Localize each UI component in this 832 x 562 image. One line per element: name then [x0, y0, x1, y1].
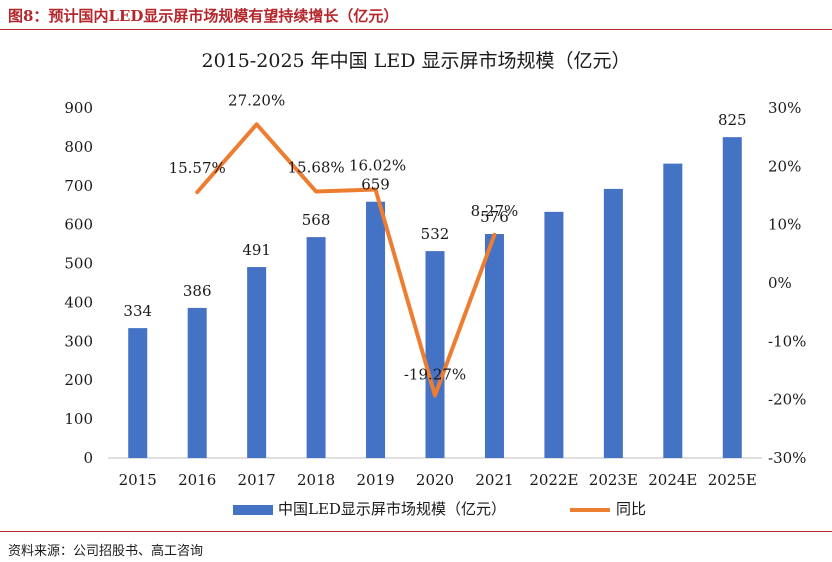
- y-right-tick-label: 20%: [768, 157, 801, 175]
- bar-value-label: 659: [361, 176, 390, 194]
- x-tick-label: 2024E: [648, 471, 697, 489]
- y-right-tick-label: -20%: [768, 391, 806, 409]
- x-tick-label: 2015: [119, 471, 157, 489]
- header-rule: [0, 29, 832, 30]
- y-right-tick-label: 30%: [768, 99, 801, 117]
- bar-2017: [247, 267, 267, 458]
- legend-bar-swatch: [233, 505, 273, 515]
- yoy-point-2020: [434, 394, 436, 396]
- x-tick-label: 2022E: [529, 471, 578, 489]
- bar-value-label: 568: [302, 211, 331, 229]
- y-right-tick-label: 10%: [768, 216, 801, 234]
- y-right-tick-label: -10%: [768, 332, 806, 350]
- line-value-label: 15.57%: [169, 159, 226, 177]
- bar-value-label: 576: [480, 208, 509, 226]
- x-tick-label: 2020: [416, 471, 454, 489]
- bar-value-label: 825: [718, 111, 747, 129]
- bar-2015: [128, 328, 148, 458]
- bar-2021: [484, 234, 504, 458]
- line-value-label: -19.27%: [404, 365, 466, 383]
- figure-header: 图8：预计国内LED显示屏市场规模有望持续增长（亿元）: [0, 0, 832, 30]
- y-left-tick-label: 0: [83, 449, 93, 467]
- figure-source: 资料来源：公司招股书、高工咨询: [8, 544, 204, 559]
- y-left-tick-label: 900: [64, 99, 93, 117]
- x-tick-label: 2019: [356, 471, 394, 489]
- y-left-tick-label: 200: [64, 371, 93, 389]
- x-tick-label: 2018: [297, 471, 335, 489]
- y-left-tick-label: 500: [64, 255, 93, 273]
- y-left-tick-label: 800: [64, 138, 93, 156]
- figure-label: 图8：预计国内LED显示屏市场规模有望持续增长（亿元）: [8, 7, 399, 25]
- legend-bar-label: 中国LED显示屏市场规模（亿元）: [278, 500, 506, 518]
- yoy-point-2021: [493, 234, 495, 236]
- bar-2016: [187, 307, 207, 458]
- x-tick-label: 2023E: [589, 471, 638, 489]
- y-left-tick-label: 400: [64, 293, 93, 311]
- yoy-point-2018: [315, 191, 317, 193]
- bar-2020: [425, 251, 445, 458]
- yoy-point-2016: [196, 191, 198, 193]
- bar-2022E: [544, 211, 564, 458]
- line-value-label: 16.02%: [349, 157, 406, 175]
- y-right-tick-label: 0%: [768, 274, 792, 292]
- chart-title: 2015-2025 年中国 LED 显示屏市场规模（亿元）: [201, 50, 631, 72]
- x-tick-label: 2017: [238, 471, 276, 489]
- y-left-tick-label: 600: [64, 216, 93, 234]
- bar-value-label: 334: [123, 302, 152, 320]
- bar-2023E: [603, 188, 623, 458]
- x-tick-label: 2021: [475, 471, 513, 489]
- bar-value-label: 386: [183, 282, 212, 300]
- bar-2018: [306, 237, 326, 458]
- line-value-label: 8.27%: [471, 202, 519, 220]
- x-tick-label: 2016: [178, 471, 216, 489]
- line-value-label: 15.68%: [287, 159, 344, 177]
- line-value-label: 27.20%: [228, 91, 285, 109]
- y-right-tick-label: -30%: [768, 449, 806, 467]
- yoy-growth-line: [195, 122, 497, 398]
- bar-value-label: 532: [421, 225, 450, 243]
- legend-line-label: 同比: [616, 500, 646, 518]
- bar-value-label: 491: [242, 241, 271, 259]
- yoy-point-2017: [256, 123, 258, 125]
- bar-2025E: [722, 137, 742, 458]
- chart-area: 0 100 200 300 400 500 600 700 800 900 -30% -20% -10%…: [64, 91, 806, 518]
- footer-rule: [0, 531, 832, 532]
- y-left-tick-label: 700: [64, 177, 93, 195]
- y-left-tick-label: 100: [64, 410, 93, 428]
- bar-2019: [366, 201, 386, 458]
- x-tick-label: 2025E: [708, 471, 757, 489]
- yoy-point-2019: [375, 189, 377, 191]
- y-left-tick-label: 300: [64, 332, 93, 350]
- bar-2024E: [663, 163, 683, 458]
